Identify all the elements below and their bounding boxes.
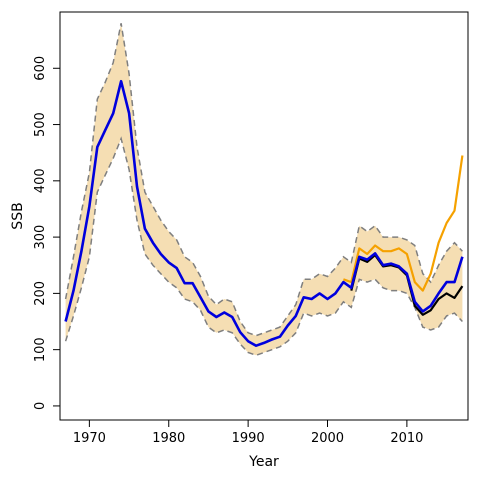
y-tick-label: 400 [33, 168, 48, 193]
y-tick-label: 600 [33, 56, 48, 81]
y-tick-label: 200 [33, 281, 48, 306]
y-tick-label: 0 [33, 402, 48, 410]
y-axis-title: SSB [10, 202, 26, 229]
series-lines [64, 79, 464, 348]
upper-bound-line [64, 23, 463, 337]
series-line-orange [343, 155, 464, 292]
x-tick-label: 2010 [390, 431, 423, 446]
x-tick-label: 2000 [311, 431, 344, 446]
band-area [65, 23, 463, 356]
x-axis: 1970 1980 1990 2000 2010 [73, 419, 423, 446]
series-line-blue [64, 79, 464, 348]
x-tick-label: 1980 [152, 431, 185, 446]
x-tick-label: 1990 [232, 431, 265, 446]
y-tick-label: 500 [33, 112, 48, 137]
x-tick-label: 1970 [73, 431, 106, 446]
y-tick-label: 300 [33, 225, 48, 250]
y-axis: 0 100 200 300 400 500 600 [33, 56, 61, 410]
y-tick-label: 100 [33, 337, 48, 362]
confidence-bounds [64, 23, 463, 357]
lower-bound-line [64, 136, 463, 357]
x-axis-title: Year [248, 454, 279, 470]
confidence-band [65, 23, 463, 356]
